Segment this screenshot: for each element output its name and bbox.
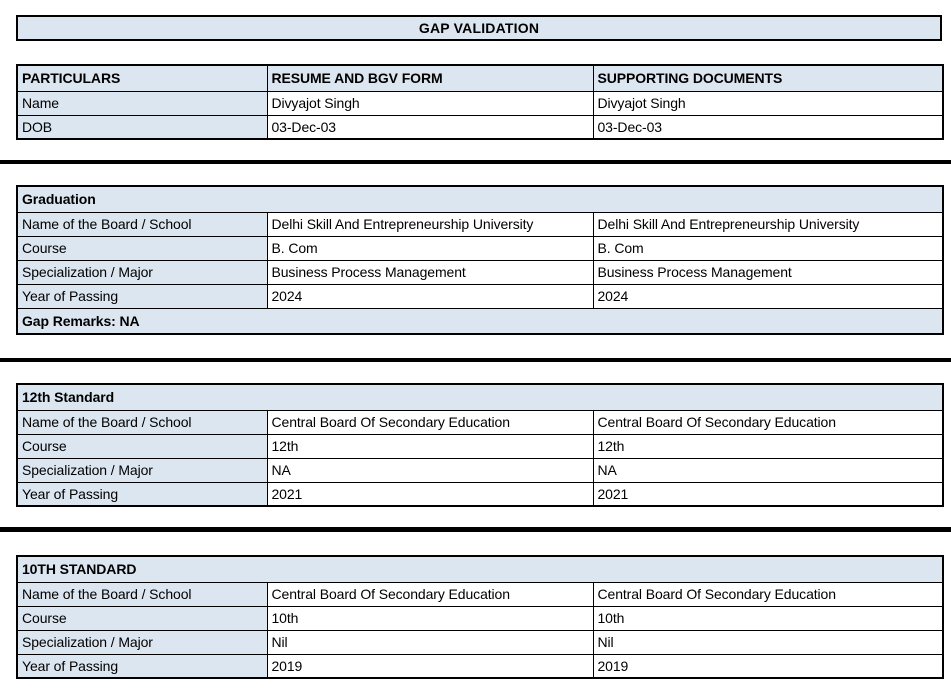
course-documents-value: B. Com	[592, 235, 944, 261]
specialization-resume-value: Nil	[266, 629, 594, 655]
row-label-year-of-passing: Year of Passing	[16, 481, 268, 507]
course-documents-value: 12th	[592, 433, 944, 459]
row-label-course: Course	[16, 605, 268, 631]
specialization-resume-value: NA	[266, 457, 594, 483]
section-title-10th: 10TH STANDARD	[16, 555, 944, 583]
particulars-table: PARTICULARS RESUME AND BGV FORM SUPPORTI…	[16, 64, 944, 140]
gap-remarks: Gap Remarks: NA	[16, 307, 944, 335]
board-school-resume-value: Delhi Skill And Entrepreneurship Univers…	[266, 211, 594, 237]
row-label-specialization: Specialization / Major	[16, 259, 268, 285]
table-row-specialization: Specialization / Major Nil Nil	[16, 629, 944, 655]
page-title: GAP VALIDATION	[16, 15, 942, 41]
table-row-dob: DOB 03-Dec-03 03-Dec-03	[16, 114, 944, 140]
year-resume-value: 2019	[266, 653, 594, 679]
row-label-specialization: Specialization / Major	[16, 457, 268, 483]
graduation-header-row: Graduation	[16, 185, 944, 213]
table-row-course: Course 10th 10th	[16, 605, 944, 631]
course-documents-value: 10th	[592, 605, 944, 631]
tenth-standard-table: 10TH STANDARD Name of the Board / School…	[16, 555, 944, 679]
dob-resume-value: 03-Dec-03	[266, 114, 594, 140]
board-school-documents-value: Central Board Of Secondary Education	[592, 581, 944, 607]
year-documents-value: 2024	[592, 283, 944, 309]
section-divider	[0, 358, 951, 362]
section-divider	[0, 160, 951, 164]
row-label-year-of-passing: Year of Passing	[16, 653, 268, 679]
gap-remarks-row: Gap Remarks: NA	[16, 307, 944, 335]
section-divider	[0, 527, 951, 532]
year-documents-value: 2021	[592, 481, 944, 507]
name-documents-value: Divyajot Singh	[592, 90, 944, 116]
table-row-board-school: Name of the Board / School Delhi Skill A…	[16, 211, 944, 237]
column-header-particulars: PARTICULARS	[16, 64, 268, 92]
specialization-documents-value: Business Process Management	[592, 259, 944, 285]
dob-documents-value: 03-Dec-03	[592, 114, 944, 140]
row-label-board-school: Name of the Board / School	[16, 211, 268, 237]
table-row-board-school: Name of the Board / School Central Board…	[16, 581, 944, 607]
table-row-year-of-passing: Year of Passing 2024 2024	[16, 283, 944, 309]
table-row-board-school: Name of the Board / School Central Board…	[16, 409, 944, 435]
table-row-specialization: Specialization / Major Business Process …	[16, 259, 944, 285]
table-row-course: Course B. Com B. Com	[16, 235, 944, 261]
twelfth-standard-table: 12th Standard Name of the Board / School…	[16, 383, 945, 507]
course-resume-value: 12th	[266, 433, 594, 459]
table-row-name: Name Divyajot Singh Divyajot Singh	[16, 90, 944, 116]
row-label-course: Course	[16, 433, 268, 459]
board-school-resume-value: Central Board Of Secondary Education	[266, 409, 594, 435]
table-row-year-of-passing: Year of Passing 2021 2021	[16, 481, 944, 507]
section-title-graduation: Graduation	[16, 185, 944, 213]
row-label-name: Name	[16, 90, 268, 116]
specialization-documents-value: NA	[592, 457, 944, 483]
course-resume-value: B. Com	[266, 235, 594, 261]
row-label-board-school: Name of the Board / School	[16, 581, 268, 607]
year-documents-value: 2019	[592, 653, 944, 679]
row-label-board-school: Name of the Board / School	[16, 409, 268, 435]
twelfth-header-row: 12th Standard	[16, 383, 944, 411]
course-resume-value: 10th	[266, 605, 594, 631]
row-label-dob: DOB	[16, 114, 268, 140]
section-title-12th: 12th Standard	[16, 383, 944, 411]
board-school-documents-value: Central Board Of Secondary Education	[592, 409, 944, 435]
gap-validation-sheet: GAP VALIDATION PARTICULARS RESUME AND BG…	[0, 15, 951, 697]
board-school-documents-value: Delhi Skill And Entrepreneurship Univers…	[592, 211, 944, 237]
table-row-specialization: Specialization / Major NA NA	[16, 457, 944, 483]
column-header-supporting-documents: SUPPORTING DOCUMENTS	[592, 64, 944, 92]
graduation-table: Graduation Name of the Board / School De…	[16, 185, 945, 335]
row-label-year-of-passing: Year of Passing	[16, 283, 268, 309]
year-resume-value: 2021	[266, 481, 594, 507]
column-header-resume-bgv: RESUME AND BGV FORM	[266, 64, 594, 92]
particulars-header-row: PARTICULARS RESUME AND BGV FORM SUPPORTI…	[16, 64, 944, 92]
tenth-header-row: 10TH STANDARD	[16, 555, 944, 583]
row-label-course: Course	[16, 235, 268, 261]
year-resume-value: 2024	[266, 283, 594, 309]
board-school-resume-value: Central Board Of Secondary Education	[266, 581, 594, 607]
name-resume-value: Divyajot Singh	[266, 90, 594, 116]
specialization-resume-value: Business Process Management	[266, 259, 594, 285]
specialization-documents-value: Nil	[592, 629, 944, 655]
table-row-year-of-passing: Year of Passing 2019 2019	[16, 653, 944, 679]
table-row-course: Course 12th 12th	[16, 433, 944, 459]
row-label-specialization: Specialization / Major	[16, 629, 268, 655]
